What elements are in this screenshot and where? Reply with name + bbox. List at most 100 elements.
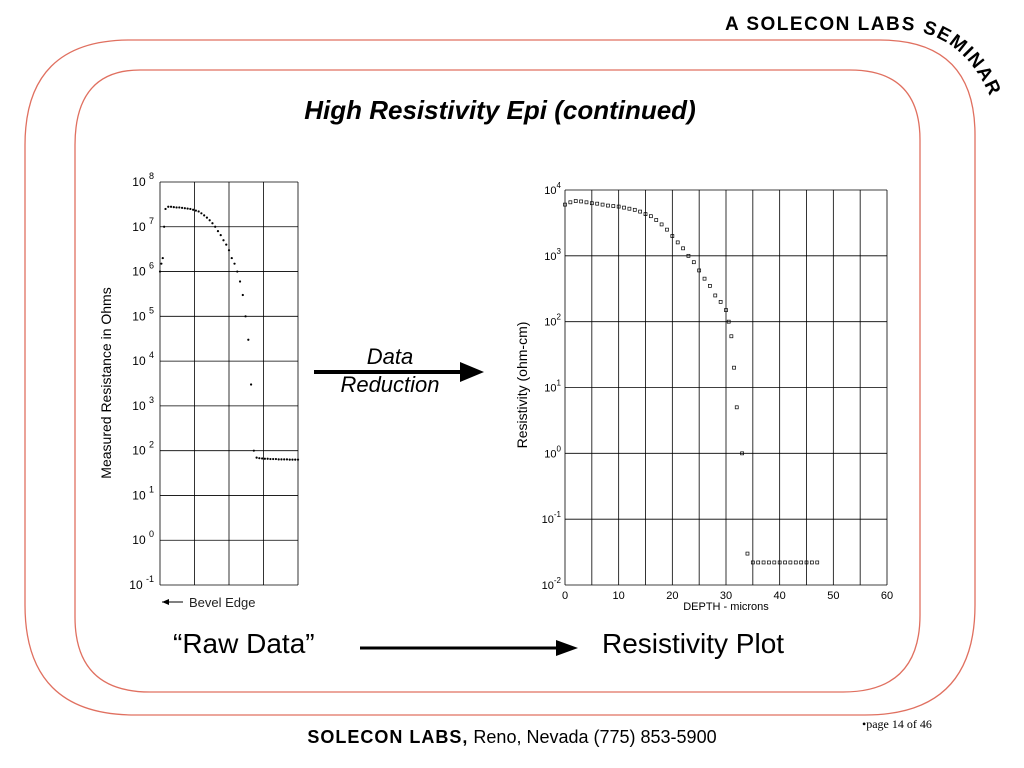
raw-y-tick-label: 10 3 xyxy=(132,395,154,413)
res-data-point xyxy=(729,334,734,339)
arrow-head-icon xyxy=(460,362,484,382)
resistivity-plot-label: Resistivity Plot xyxy=(602,628,785,659)
res-data-point xyxy=(732,365,736,370)
raw-y-tick-label: 10 7 xyxy=(132,216,154,234)
raw-data-point xyxy=(230,256,233,260)
raw-data-point xyxy=(208,219,211,222)
res-data-point xyxy=(718,299,723,304)
raw-y-tick-label: 10 1 xyxy=(132,484,154,502)
raw-data-point xyxy=(192,208,195,211)
res-data-point xyxy=(670,234,675,238)
res-x-tick-label: 40 xyxy=(774,590,786,602)
data-reduction-line2: Reduction xyxy=(340,372,440,397)
res-x-tick-label: 60 xyxy=(881,590,893,602)
bevel-edge-annotation: Bevel Edge xyxy=(162,595,256,610)
raw-data-point xyxy=(214,225,217,228)
res-y-tick-label: 104 xyxy=(544,181,561,197)
res-data-point xyxy=(606,203,610,208)
res-data-point xyxy=(734,405,739,410)
raw-y-tick-label: 10 8 xyxy=(132,171,154,189)
res-data-point xyxy=(713,293,718,298)
raw-data-point xyxy=(272,457,275,461)
res-data-point xyxy=(659,222,664,227)
res-data-point xyxy=(815,560,820,565)
raw-data-point xyxy=(203,214,206,217)
res-x-tick-label: 10 xyxy=(613,590,625,602)
res-y-tick-label: 103 xyxy=(544,247,561,263)
raw-data-point xyxy=(160,262,163,265)
res-data-point xyxy=(708,283,712,288)
raw-data-label: “Raw Data” xyxy=(173,628,315,659)
raw-y-axis-label: Measured Resistance in Ohms xyxy=(98,287,114,478)
raw-data-point xyxy=(261,457,264,460)
raw-data-point xyxy=(285,458,289,461)
res-x-tick-label: 30 xyxy=(720,590,732,602)
res-data-point xyxy=(756,560,761,565)
seminar-banner: A SOLECON LABS SEMINAR xyxy=(725,14,1005,100)
res-y-tick-label: 10-1 xyxy=(542,510,562,526)
res-data-point xyxy=(724,308,728,312)
res-data-point xyxy=(740,451,744,456)
raw-data-point xyxy=(167,205,170,208)
raw-y-tick-label: 10 4 xyxy=(132,350,154,368)
raw-data-point xyxy=(158,270,162,273)
res-x-tick-label: 20 xyxy=(666,590,678,602)
bottom-arrow xyxy=(360,640,578,656)
data-reduction-line1: Data xyxy=(366,344,414,369)
res-data-point xyxy=(726,319,731,324)
raw-data-point xyxy=(263,457,266,460)
raw-y-tick-label: 10 5 xyxy=(132,305,154,323)
res-data-point xyxy=(702,276,707,281)
raw-data-point xyxy=(205,216,209,219)
raw-data-point xyxy=(172,206,175,209)
raw-data-point xyxy=(161,256,164,260)
res-tick-labels: 104 103 102 101 100 10-1 10-20 10 20 30 40 50 60 xyxy=(542,181,894,602)
res-data-point xyxy=(584,200,589,205)
res-data-point xyxy=(579,199,583,204)
res-data-point xyxy=(563,202,567,207)
res-data-point xyxy=(772,560,777,565)
raw-data-point xyxy=(288,458,291,461)
res-data-point xyxy=(788,560,793,565)
res-data-point xyxy=(783,560,787,565)
raw-data-point xyxy=(180,206,184,209)
res-y-tick-label: 101 xyxy=(544,379,561,395)
raw-data-point xyxy=(280,458,283,461)
res-data-point xyxy=(611,204,616,208)
res-data-point xyxy=(589,201,594,206)
res-data-point xyxy=(697,268,702,273)
raw-data-point xyxy=(247,338,250,341)
raw-data-point xyxy=(200,212,203,215)
res-data-point xyxy=(568,200,573,205)
raw-data-point xyxy=(211,222,214,225)
raw-data-point xyxy=(175,206,178,209)
footer-location: Reno, Nevada (775) 853-5900 xyxy=(468,727,717,747)
resistivity-chart: 104 103 102 101 100 10-1 10-20 10 20 30 40 50 60 Res… xyxy=(514,181,894,613)
res-data-point xyxy=(799,560,803,565)
res-data-point xyxy=(675,240,680,245)
raw-data-point xyxy=(255,456,258,459)
data-reduction-label: Data Reduction xyxy=(300,343,480,399)
raw-data-point xyxy=(269,457,272,461)
raw-data-point xyxy=(296,458,300,461)
res-data-point xyxy=(643,212,648,216)
footer-brand: SOLECON LABS, xyxy=(307,727,469,747)
footer: SOLECON LABS, Reno, Nevada (775) 853-590… xyxy=(0,727,1024,748)
res-x-axis-label: DEPTH - microns xyxy=(683,601,769,613)
raw-data-point xyxy=(219,234,222,237)
res-x-tick-label: 50 xyxy=(827,590,839,602)
res-data-point xyxy=(632,207,637,212)
res-data-point xyxy=(750,560,755,565)
raw-data-point xyxy=(258,457,261,460)
res-data-point xyxy=(627,206,632,211)
raw-data-point xyxy=(164,207,167,211)
raw-grid xyxy=(159,181,299,586)
res-grid xyxy=(564,189,888,586)
res-data-point xyxy=(616,204,621,209)
raw-data-point xyxy=(294,458,297,461)
raw-data-point xyxy=(238,280,242,283)
svg-text:A SOLECON LABS SEMINAR: A SOLECON LABS SEMINAR xyxy=(725,14,1005,100)
raw-data-point xyxy=(274,457,278,461)
raw-data-points xyxy=(158,205,300,461)
data-reduction-arrow xyxy=(314,362,484,382)
